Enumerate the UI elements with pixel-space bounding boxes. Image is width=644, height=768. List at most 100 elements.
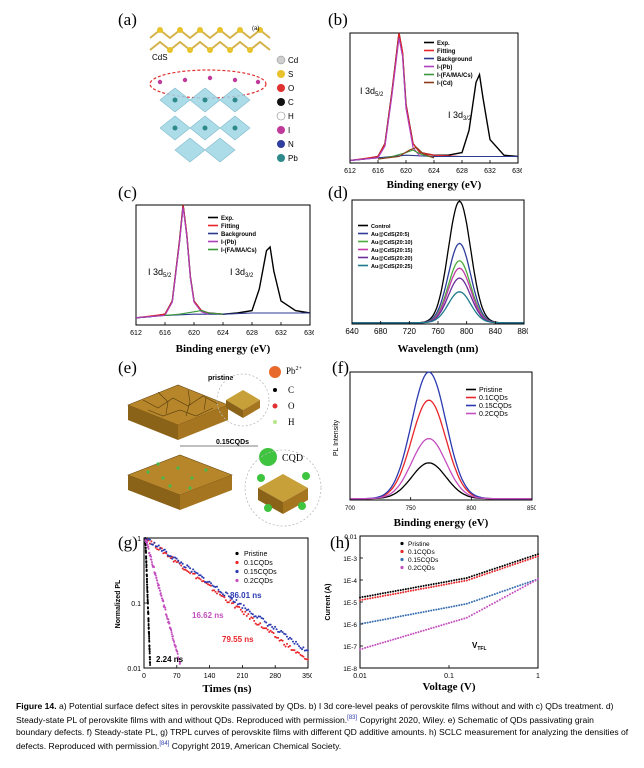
data-point (253, 619, 256, 622)
data-point (420, 630, 422, 633)
data-point (176, 652, 179, 655)
data-point (404, 590, 407, 593)
data-point (458, 604, 461, 607)
c-peak1-label: I 3d5/2 (148, 267, 172, 279)
data-point (442, 581, 445, 584)
legend-entry: 0.1CQDs (408, 549, 435, 556)
data-point (379, 592, 382, 595)
data-point (298, 651, 300, 654)
data-point (425, 587, 428, 589)
data-point (531, 557, 534, 559)
data-point (537, 555, 539, 558)
series-pristine (359, 553, 539, 599)
data-point (369, 597, 372, 600)
data-point (427, 584, 430, 586)
data-point (529, 557, 532, 560)
data-point (145, 575, 148, 578)
series-i-fa-ma-cs- (377, 149, 435, 160)
data-point (463, 579, 466, 582)
data-point (465, 577, 468, 579)
data-point (172, 556, 175, 559)
data-point (521, 583, 524, 586)
data-point (519, 561, 522, 564)
data-point (361, 647, 364, 650)
panel-g-chart: 0 70 140 210 280 350 1 0.1 0.01 Normalized PL Pr… (115, 536, 312, 694)
data-point (478, 609, 481, 612)
data-point (389, 617, 392, 620)
tick-label: 628 (246, 330, 258, 337)
data-point (177, 559, 180, 562)
tick-label: 210 (237, 673, 249, 680)
data-point (392, 590, 395, 593)
data-point (168, 555, 171, 558)
d-xlabel: Wavelength (nm) (398, 343, 479, 355)
figure-caption: Figure 14. a) Potential surface defect s… (16, 700, 630, 752)
data-point (491, 568, 494, 571)
data-point (169, 555, 172, 558)
data-point (146, 581, 148, 584)
data-point (450, 582, 453, 585)
data-point (399, 636, 402, 639)
data-point (244, 607, 247, 610)
data-point (516, 559, 519, 562)
data-point (458, 578, 461, 581)
tick-label: 350 (302, 673, 312, 680)
data-point (210, 582, 212, 585)
data-point (498, 565, 501, 568)
caption-ref-2[interactable]: [84] (159, 740, 170, 747)
data-point (166, 554, 169, 557)
caption-ref-1[interactable]: [83] (347, 715, 358, 721)
data-point (260, 626, 263, 629)
data-point (176, 650, 179, 653)
data-point (164, 606, 167, 609)
data-point (445, 606, 448, 609)
data-point (412, 632, 415, 635)
e-legend-o: O (288, 401, 295, 411)
data-point (154, 545, 157, 548)
c-xlabel: Binding energy (eV) (176, 343, 271, 355)
data-point (196, 572, 199, 575)
tick-label: 280 (269, 673, 281, 680)
data-point (162, 600, 165, 603)
data-point (183, 568, 186, 571)
data-point (156, 579, 159, 582)
data-point (146, 583, 149, 586)
data-point (145, 561, 148, 564)
data-point (376, 596, 379, 598)
data-point (453, 620, 456, 623)
data-point (455, 619, 458, 622)
series-au-cds-20-15- (352, 267, 524, 324)
data-point (420, 585, 422, 588)
data-point (359, 648, 361, 651)
legend-swatch (400, 565, 404, 570)
data-point (170, 629, 173, 632)
data-point (364, 646, 367, 649)
data-point (526, 556, 529, 559)
data-point (514, 586, 517, 588)
data-point (376, 619, 379, 622)
data-point (163, 604, 166, 607)
data-point (148, 551, 151, 554)
tick-label: 680 (374, 327, 388, 336)
data-point (239, 602, 242, 605)
svg-text:O: O (288, 84, 294, 93)
data-point (213, 589, 215, 592)
data-point (496, 592, 499, 595)
data-point (389, 593, 392, 596)
g-tau-pristine: 2.24 ns (156, 655, 184, 664)
data-point (287, 645, 290, 648)
data-point (519, 587, 522, 590)
legend-swatch (235, 560, 239, 565)
data-point (299, 653, 302, 656)
data-point (376, 643, 379, 646)
data-point (184, 568, 187, 571)
data-point (506, 563, 509, 566)
tick-label: 1E-6 (343, 622, 357, 629)
data-point (147, 537, 150, 540)
data-point (486, 605, 489, 608)
data-point (389, 590, 392, 593)
data-point (440, 624, 443, 627)
legend-entry: 0.2CQDs (479, 411, 508, 418)
data-point (476, 576, 478, 578)
data-point (374, 593, 377, 596)
